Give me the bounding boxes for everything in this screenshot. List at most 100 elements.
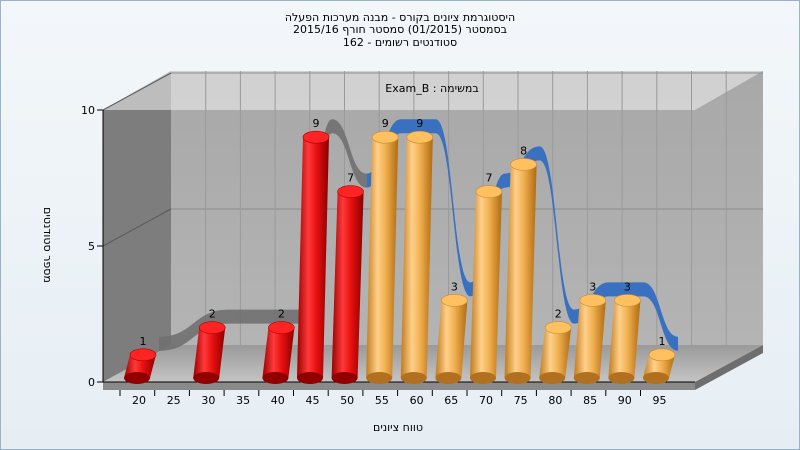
bar-95: 1 [643,335,676,384]
bar-top-70 [475,185,503,198]
ribbon-pass-range [366,119,678,351]
bar-80: 2 [539,308,572,384]
bar-body-80 [539,327,572,378]
x-tick-label-85: 85 [583,394,597,407]
bar-top-45 [302,130,330,144]
data-label-30: 2 [209,308,216,321]
bar-body-30 [193,327,226,378]
y-axis-title: מספר סטודנטים [41,207,54,283]
bar-top-95 [648,348,676,362]
left-wall [103,71,171,382]
data-label-90: 3 [624,280,631,293]
x-tick-label-75: 75 [514,394,528,407]
bar-top-85 [579,294,607,307]
bar-body-65 [435,300,468,378]
bar-60: 9 [400,117,434,384]
x-tick-label-50: 50 [340,394,354,407]
bar-base-95 [643,372,669,384]
bar-body-85 [573,300,606,378]
bar-65: 3 [435,280,468,384]
bar-base-85 [573,372,600,384]
trend-ribbons [159,119,678,351]
bar-55: 9 [366,117,399,384]
bar-45: 9 [297,117,330,384]
data-label-50: 7 [347,172,354,185]
bar-75: 8 [504,144,537,384]
y-tick-label-10: 10 [81,104,95,117]
bar-70: 7 [470,172,503,384]
data-label-70: 7 [486,172,493,185]
bar-85: 3 [573,280,607,384]
x-tick-label-45: 45 [306,394,320,407]
x-tick-label-80: 80 [548,394,562,407]
bar-body-70 [470,191,502,378]
bar-body-90 [608,300,641,378]
bar-body-60 [400,137,433,378]
bar-base-60 [400,372,427,384]
x-axis-ticks: 20 25 30 35 40 45 50 55 60 65 70 75 80 85 90 95 [119,390,667,407]
x-tick-label-95: 95 [653,394,667,407]
data-label-95: 1 [659,335,666,348]
x-tick-label-30: 30 [201,394,215,407]
x-tick-label-65: 65 [444,394,458,407]
x-tick-label-35: 35 [236,394,250,407]
y-tick-label-5: 5 [88,240,95,253]
data-label-85: 3 [589,280,596,293]
bar-base-40 [262,372,289,384]
bar-base-90 [608,372,635,384]
bar-base-20 [124,372,150,384]
floor-front-edge [103,382,695,390]
data-label-80: 2 [555,308,562,321]
y-axis-ticks: 0 5 10 [81,104,103,389]
gridline-left-5 [102,208,172,247]
data-label-65: 3 [451,280,458,293]
data-label-45: 9 [313,117,320,130]
x-tick-label-60: 60 [410,394,424,407]
bar-50: 7 [331,172,364,384]
right-floor-edge [695,345,763,390]
bar-top-90 [614,294,641,307]
x-tick-label-40: 40 [271,394,285,407]
bar-base-80 [539,372,566,384]
bar-top-60 [406,130,434,144]
bar-body-40 [262,327,295,378]
bar-top-40 [268,321,295,334]
bar-top-65 [441,294,468,307]
bar-top-30 [198,321,226,334]
ribbon-fail-range [159,119,367,351]
bar-30: 2 [193,308,226,384]
x-axis-title: טווח ציונים [373,421,423,434]
x-tick-label-70: 70 [479,394,493,407]
legend-label: Exam_B : במשימה [385,82,478,95]
data-label-75: 8 [520,144,527,157]
bar-top-80 [544,321,572,334]
data-label-40: 2 [278,308,285,321]
bar-body-55 [366,137,399,378]
bar-base-55 [366,372,393,384]
bars: 1 2 2 9 7 9 9 3 7 8 2 3 3 1 [124,117,676,384]
bar-top-75 [510,158,537,171]
bar-top-20 [129,348,157,362]
bar-90: 3 [608,280,641,384]
top-wall [103,71,763,110]
x-tick-label-55: 55 [375,394,389,407]
bar-body-50 [331,191,364,378]
bar-body-75 [504,164,537,378]
chart-title: היסטוגרמת ציונים בקורס - מבנה מערכות הפע… [284,11,516,24]
bar-body-45 [297,137,329,378]
bar-40: 2 [262,308,295,384]
data-label-55: 9 [382,117,389,130]
bar-top-55 [371,130,399,144]
data-label-20: 1 [140,335,147,348]
bar-base-50 [331,372,358,384]
bar-base-65 [435,372,462,384]
x-tick-label-90: 90 [618,394,632,407]
bar-base-30 [193,372,220,384]
x-tick-label-20: 20 [132,394,146,407]
x-tick-label-25: 25 [167,394,181,407]
chart-subtitle-semester: בסמסטר (01/2015) סמסטר חורף 2015/16 [293,23,507,36]
bar-base-70 [470,372,496,384]
gridline-left-10 [102,72,172,111]
bar-top-50 [337,185,364,198]
